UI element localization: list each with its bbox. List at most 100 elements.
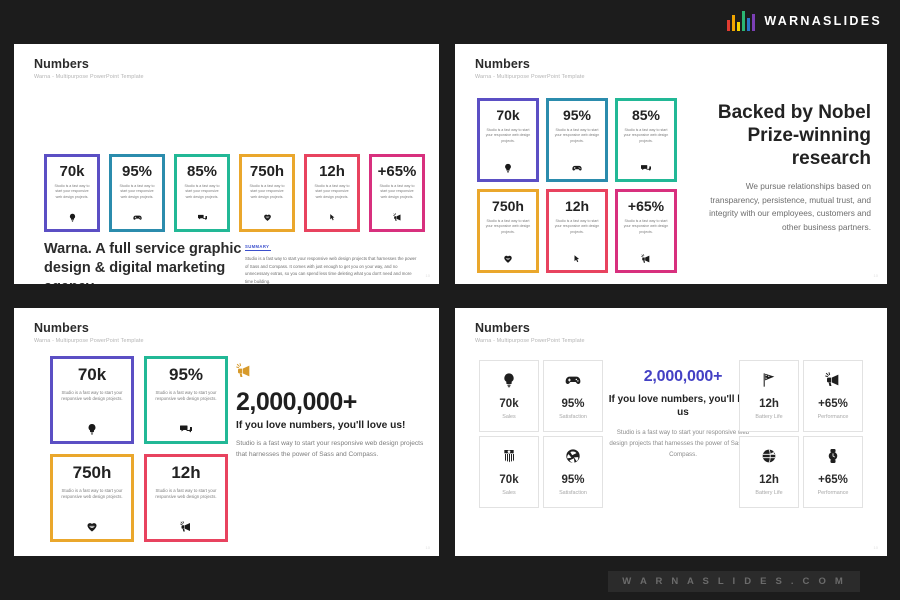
- slide-2-page-number: 10: [873, 273, 878, 278]
- stat-number: 750h: [249, 163, 285, 180]
- stat-description: Studio is a fast way to start your respo…: [155, 488, 217, 500]
- megaphone-icon: [825, 372, 841, 393]
- slide-4-subtitle: Warna - Multipurpose PowerPoint Template: [475, 337, 585, 344]
- stat-description: Studio is a fast way to start your respo…: [61, 488, 123, 500]
- megaphone-icon: [641, 254, 651, 264]
- slide-3-body: Studio is a fast way to start your respo…: [236, 440, 424, 459]
- stat-box: +65% Studio is a fast way to start your r…: [369, 154, 425, 232]
- slide-3-title: Numbers: [34, 321, 89, 335]
- tile-number: 95%: [561, 398, 585, 411]
- aperture-icon: [565, 448, 581, 469]
- tile-number: 12h: [759, 398, 779, 411]
- stat-number: 750h: [492, 198, 524, 214]
- badge-icon: [501, 448, 517, 469]
- top-bar: WARNASLIDES: [0, 0, 900, 44]
- stat-number: 95%: [121, 163, 153, 180]
- summary-text: Studio is a fast way to start your respo…: [245, 256, 417, 284]
- stat-number: +65%: [627, 198, 665, 214]
- stat-description: Studio is a fast way to start your respo…: [61, 390, 123, 402]
- logo-bar: [752, 14, 756, 31]
- cursor-icon: [328, 213, 337, 223]
- gamepad-icon: [572, 163, 582, 173]
- slide-1-title: Numbers: [34, 57, 89, 71]
- slide-1[interactable]: Numbers Warna - Multipurpose PowerPoint …: [14, 44, 439, 284]
- stat-box: 70k Studio is a fast way to start your re…: [50, 356, 134, 444]
- stat-description: Studio is a fast way to start your respo…: [379, 184, 415, 199]
- stat-box: 85% Studio is a fast way to start your re…: [174, 154, 230, 232]
- slide-4[interactable]: Numbers Warna - Multipurpose PowerPoint …: [455, 308, 887, 556]
- stat-description: Studio is a fast way to start your respo…: [249, 184, 285, 199]
- stat-description: Studio is a fast way to start your respo…: [155, 390, 217, 402]
- stat-tile: 70k Sales: [479, 436, 539, 508]
- slide-3-sub-headline: If you love numbers, you'll love us!: [236, 420, 406, 432]
- stat-description: Studio is a fast way to start your respo…: [54, 184, 90, 199]
- tile-label: Sales: [502, 413, 516, 420]
- slide-2[interactable]: Numbers Warna - Multipurpose PowerPoint …: [455, 44, 887, 284]
- stat-box: 70k Studio is a fast way to start your re…: [44, 154, 100, 232]
- tile-number: 70k: [499, 474, 519, 487]
- slide-1-page-number: 10: [425, 273, 430, 278]
- tile-number: 70k: [499, 398, 519, 411]
- tile-number: 12h: [759, 474, 779, 487]
- slide-3-header: Numbers Warna - Multipurpose PowerPoint …: [34, 321, 144, 344]
- watch-icon: [825, 448, 841, 469]
- slide-2-subtitle: Warna - Multipurpose PowerPoint Template: [475, 73, 585, 80]
- stat-box: 12h Studio is a fast way to start your re…: [144, 454, 228, 542]
- stat-tile: 12h Battery Life: [739, 360, 799, 432]
- logo-bar: [732, 15, 736, 31]
- stat-number: 750h: [72, 463, 112, 482]
- stat-description: Studio is a fast way to start your respo…: [485, 128, 531, 143]
- tile-label: Battery Life: [755, 413, 783, 420]
- lightbulb-icon: [501, 372, 517, 393]
- lightbulb-icon: [68, 213, 77, 223]
- slide-4-left-tiles: 70k Sales 95% Satisfaction 70k Sales 95% Satisf…: [479, 360, 603, 508]
- slide-4-body: Studio is a fast way to start your respo…: [609, 429, 757, 458]
- chat-icon: [641, 163, 651, 173]
- stat-box: 95% Studio is a fast way to start your re…: [546, 98, 608, 182]
- slide-3-subtitle: Warna - Multipurpose PowerPoint Template: [34, 337, 144, 344]
- slide-1-subtitle: Warna - Multipurpose PowerPoint Template: [34, 73, 144, 80]
- tile-number: +65%: [818, 398, 848, 411]
- chat-icon: [197, 213, 207, 223]
- tile-number: 95%: [561, 474, 585, 487]
- slide-3-text-block: 2,000,000+ If you love numbers, you'll l…: [236, 363, 432, 461]
- gamepad-icon: [565, 372, 581, 393]
- heart-icon: [86, 521, 98, 533]
- slide-3[interactable]: Numbers Warna - Multipurpose PowerPoint …: [14, 308, 439, 556]
- stat-description: Studio is a fast way to start your respo…: [623, 128, 669, 143]
- stat-box: 12h Studio is a fast way to start your re…: [546, 189, 608, 273]
- slide-1-headline: Warna. A full service graphic design & d…: [44, 241, 242, 284]
- stat-number: 70k: [59, 163, 85, 180]
- slide-4-title: Numbers: [475, 321, 530, 335]
- logo-bar: [727, 20, 731, 31]
- stat-description: Studio is a fast way to start your respo…: [184, 184, 220, 199]
- tile-label: Performance: [817, 489, 849, 496]
- tile-label: Satisfaction: [559, 489, 587, 496]
- slide-1-header: Numbers Warna - Multipurpose PowerPoint …: [34, 57, 144, 80]
- slide-4-big-number: 2,000,000+: [643, 368, 723, 385]
- summary-underline: [245, 250, 271, 251]
- stat-tile: +65% Performance: [803, 360, 863, 432]
- stat-number: 85%: [186, 163, 218, 180]
- stat-box: 85% Studio is a fast way to start your re…: [615, 98, 677, 182]
- chat-icon: [180, 423, 192, 435]
- slide-2-text-block: Backed by Nobel Prize-winning research W…: [701, 102, 871, 234]
- brand-logo: WARNASLIDES: [727, 11, 882, 31]
- stat-number: 70k: [496, 107, 520, 123]
- stat-box: 95% Studio is a fast way to start your re…: [144, 356, 228, 444]
- slide-4-header: Numbers Warna - Multipurpose PowerPoint …: [475, 321, 585, 344]
- slide-4-sub-headline: If you love numbers, you'll love us: [608, 394, 758, 418]
- stat-description: Studio is a fast way to start your respo…: [623, 219, 669, 234]
- tile-label: Satisfaction: [559, 413, 587, 420]
- slide-1-stat-row: 70k Studio is a fast way to start your re…: [44, 154, 425, 232]
- stat-tile: 95% Satisfaction: [543, 360, 603, 432]
- lightbulb-icon: [503, 163, 513, 173]
- logo-bars-icon: [727, 11, 756, 31]
- heart-icon: [503, 254, 513, 264]
- slide-2-body: We pursue relationships based on transpa…: [709, 181, 871, 232]
- watermark: W A R N A S L I D E S . C O M: [608, 571, 860, 592]
- logo-bar: [737, 22, 741, 31]
- gamepad-icon: [132, 213, 142, 223]
- tile-number: +65%: [818, 474, 848, 487]
